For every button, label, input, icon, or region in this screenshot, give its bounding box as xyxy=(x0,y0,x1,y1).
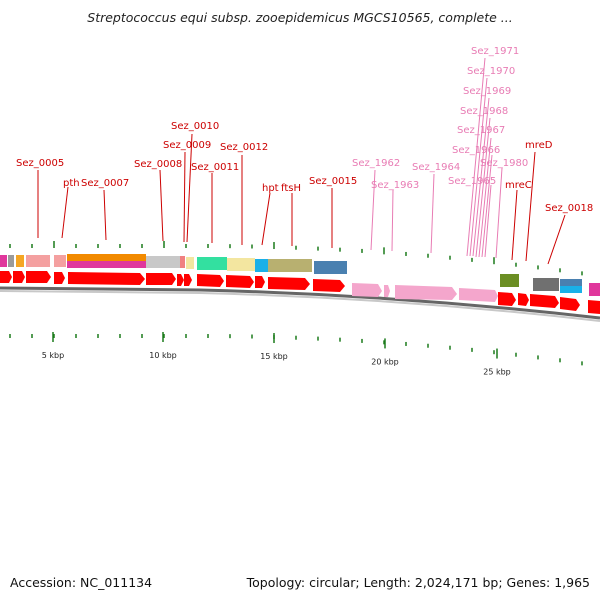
genome-summary-text: Topology: circular; Length: 2,024,171 bp… xyxy=(246,575,590,590)
gene-label-mrec: mreC xyxy=(505,180,532,191)
gene-label-sez_1967: Sez_1967 xyxy=(457,125,505,136)
tick-row-upper xyxy=(9,241,583,276)
map-title: Streptococcus equi subsp. zooepidemicus … xyxy=(87,10,513,25)
label-leader-lines xyxy=(37,57,566,265)
gene-label-sez_0008: Sez_0008 xyxy=(134,159,182,170)
cog-feature-row xyxy=(0,254,600,296)
gene-label-pth: pth xyxy=(63,178,80,189)
gene-label-hpt: hpt xyxy=(262,183,279,194)
gene-label-sez_0009: Sez_0009 xyxy=(163,140,211,151)
scale-tick-label: 5 kbp xyxy=(42,351,64,360)
gene-label-sez_1965: Sez_1965 xyxy=(448,176,496,187)
gene-label-sez_1970: Sez_1970 xyxy=(467,66,515,77)
gene-label-sez_1968: Sez_1968 xyxy=(460,106,508,117)
rna-gene-row xyxy=(352,283,498,302)
gene-label-ftsh: ftsH xyxy=(281,183,301,194)
scale-tick-label: 25 kbp xyxy=(483,368,511,377)
gene-label-sez_1980: Sez_1980 xyxy=(480,158,528,169)
gene-label-sez_0018: Sez_0018 xyxy=(545,203,593,214)
gene-label-sez_0011: Sez_0011 xyxy=(191,162,239,173)
genome-backbone xyxy=(0,286,600,320)
gene-label-sez_1963: Sez_1963 xyxy=(371,180,419,191)
gene-label-sez_1962: Sez_1962 xyxy=(352,158,400,169)
scale-tick-label: 15 kbp xyxy=(260,352,288,361)
gene-label-sez_1971: Sez_1971 xyxy=(471,46,519,57)
gene-label-mred: mreD xyxy=(525,140,553,151)
gene-label-sez_0005: Sez_0005 xyxy=(16,158,64,169)
accession-text: Accession: NC_011134 xyxy=(10,575,153,590)
gene-label-sez_1964: Sez_1964 xyxy=(412,162,460,173)
scale-label-layer: 5 kbp 10 kbp 15 kbp 20 kbp 25 kbp xyxy=(42,351,511,377)
gene-label-sez_0010: Sez_0010 xyxy=(171,121,219,132)
genome-backbone-shadow xyxy=(0,290,600,322)
gene-label-sez_1969: Sez_1969 xyxy=(463,86,511,97)
gene-label-sez_0015: Sez_0015 xyxy=(309,176,357,187)
forward-gene-row xyxy=(0,271,600,314)
gene-label-sez_0012: Sez_0012 xyxy=(220,142,268,153)
tick-row-lower xyxy=(9,332,583,366)
scale-tick-label: 20 kbp xyxy=(371,357,399,366)
gene-label-sez_1966: Sez_1966 xyxy=(452,145,500,156)
gene-label-sez_0007: Sez_0007 xyxy=(81,178,129,189)
scale-tick-label: 10 kbp xyxy=(149,351,177,360)
